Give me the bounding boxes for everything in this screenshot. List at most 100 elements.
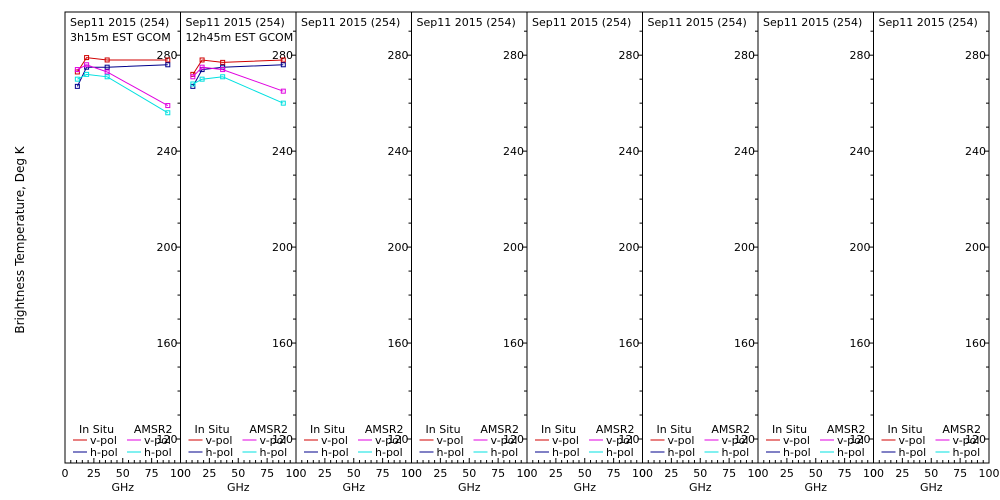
panel-title: Sep11 2015 (254) (879, 16, 978, 29)
x-tick-label: 50 (809, 467, 823, 480)
data-point-amsr2-v (199, 64, 205, 70)
panel-title: Sep11 2015 (254) (417, 16, 516, 29)
data-point-insitu-v (84, 55, 90, 61)
x-tick-label: 75 (722, 467, 736, 480)
y-tick-label: 240 (619, 145, 640, 158)
x-axis-label: GHz (342, 481, 365, 494)
y-tick-label: 240 (157, 145, 178, 158)
x-tick-label: 100 (632, 467, 653, 480)
y-tick-label: 240 (272, 145, 293, 158)
legend-label-amsr2-h: h-pol (491, 446, 519, 459)
data-point-amsr2-v (190, 74, 196, 80)
legend-label-amsr2-v: v-pol (953, 434, 980, 447)
data-point-amsr2-h (280, 100, 286, 106)
data-point-insitu-h (280, 62, 286, 68)
y-tick-label: 160 (157, 337, 178, 350)
panel-4: Sep11 2015 (254) 120 160 200 240 280 0 25 50 75 10… (408, 11, 538, 494)
y-tick-label: 120 (388, 433, 409, 446)
legend-amsr2-header: AMSR2 (596, 423, 635, 436)
x-axis-label: GHz (111, 481, 134, 494)
legend-label-amsr2-h: h-pol (375, 446, 403, 459)
x-tick-label: 50 (578, 467, 592, 480)
data-point-amsr2-h (199, 76, 205, 82)
legend-insitu-header: In Situ (195, 423, 230, 436)
x-tick-label: 25 (87, 467, 101, 480)
data-point-amsr2-v (74, 67, 80, 73)
y-tick-label: 160 (619, 337, 640, 350)
data-point-amsr2-h (190, 81, 196, 87)
y-tick-label: 160 (734, 337, 755, 350)
series-line-amsr2-v (192, 66, 284, 92)
series-line-amsr2-h (77, 73, 169, 114)
x-axis-label: GHz (920, 481, 943, 494)
legend-insitu-header: In Situ (657, 423, 692, 436)
y-tick-label: 120 (272, 433, 293, 446)
legend-amsr2-header: AMSR2 (365, 423, 404, 436)
legend-insitu-header: In Situ (79, 423, 114, 436)
x-tick-label: 0 (870, 467, 877, 480)
legend-amsr2-header: AMSR2 (711, 423, 750, 436)
y-tick-label: 240 (388, 145, 409, 158)
panel-subtitle: 3h15m EST GCOM (70, 31, 171, 44)
legend-insitu-header: In Situ (426, 423, 461, 436)
panel-frame (757, 11, 874, 464)
legend-label-insitu-h: h-pol (437, 446, 465, 459)
data-point-insitu-v (199, 57, 205, 63)
y-tick-label: 200 (619, 241, 640, 254)
y-tick-label: 280 (157, 49, 178, 62)
legend-label-insitu-v: v-pol (552, 434, 579, 447)
data-point-insitu-v (104, 57, 110, 63)
x-tick-label: 25 (549, 467, 563, 480)
legend-label-insitu-v: v-pol (437, 434, 464, 447)
series-line-amsr2-v (77, 64, 169, 107)
series-line-insitu-v (76, 57, 168, 73)
y-tick-label: 200 (503, 241, 524, 254)
y-tick-label: 160 (272, 337, 293, 350)
legend-label-amsr2-h: h-pol (953, 446, 981, 459)
legend-label-amsr2-v: v-pol (722, 434, 749, 447)
y-tick-label: 120 (619, 433, 640, 446)
legend-insitu-header: In Situ (541, 423, 576, 436)
legend-label-amsr2-h: h-pol (260, 446, 288, 459)
y-tick-label: 200 (388, 241, 409, 254)
y-tick-label: 240 (965, 145, 986, 158)
x-tick-label: 75 (260, 467, 274, 480)
x-tick-label: 100 (401, 467, 422, 480)
legend-label-insitu-h: h-pol (321, 446, 349, 459)
x-tick-label: 100 (748, 467, 769, 480)
legend-amsr2-header: AMSR2 (827, 423, 866, 436)
legend-label-insitu-h: h-pol (552, 446, 580, 459)
legend-label-insitu-h: h-pol (206, 446, 234, 459)
data-point-amsr2-v (104, 69, 110, 75)
y-tick-label: 120 (850, 433, 871, 446)
series-line-insitu-h (76, 64, 168, 87)
panel-title: Sep11 2015 (254) (186, 16, 285, 29)
y-tick-label: 200 (850, 241, 871, 254)
y-tick-label: 160 (965, 337, 986, 350)
y-tick-label: 120 (965, 433, 986, 446)
data-point-amsr2-h (74, 76, 80, 82)
panel-title: Sep11 2015 (254) (648, 16, 747, 29)
x-tick-label: 50 (116, 467, 130, 480)
y-tick-label: 160 (850, 337, 871, 350)
y-axis-label: Brightness Temperature, Deg K (13, 145, 27, 333)
panel-3: Sep11 2015 (254) 120 160 200 240 280 0 25 50 75 10… (293, 11, 422, 494)
legend-label-amsr2-v: v-pol (260, 434, 287, 447)
data-point-insitu-v (220, 59, 226, 65)
y-tick-label: 200 (734, 241, 755, 254)
legend-label-amsr2-v: v-pol (606, 434, 633, 447)
x-tick-label: 100 (517, 467, 538, 480)
panel-frame (180, 11, 297, 464)
data-point-amsr2-h (84, 71, 90, 77)
data-point-insitu-h (104, 64, 110, 70)
x-axis-label: GHz (458, 481, 481, 494)
legend-label-insitu-v: v-pol (206, 434, 233, 447)
legend-label-amsr2-h: h-pol (837, 446, 865, 459)
panels-group: Sep11 2015 (254) 3h15m EST GCOM 120 160 200 2… (62, 11, 1000, 494)
panel-2: Sep11 2015 (254) 12h45m EST GCOM 120 160 200… (177, 11, 307, 494)
legend-amsr2-header: AMSR2 (942, 423, 981, 436)
x-tick-label: 25 (895, 467, 909, 480)
x-axis-label: GHz (804, 481, 827, 494)
panel-title: Sep11 2015 (254) (532, 16, 631, 29)
legend-label-insitu-v: v-pol (783, 434, 810, 447)
